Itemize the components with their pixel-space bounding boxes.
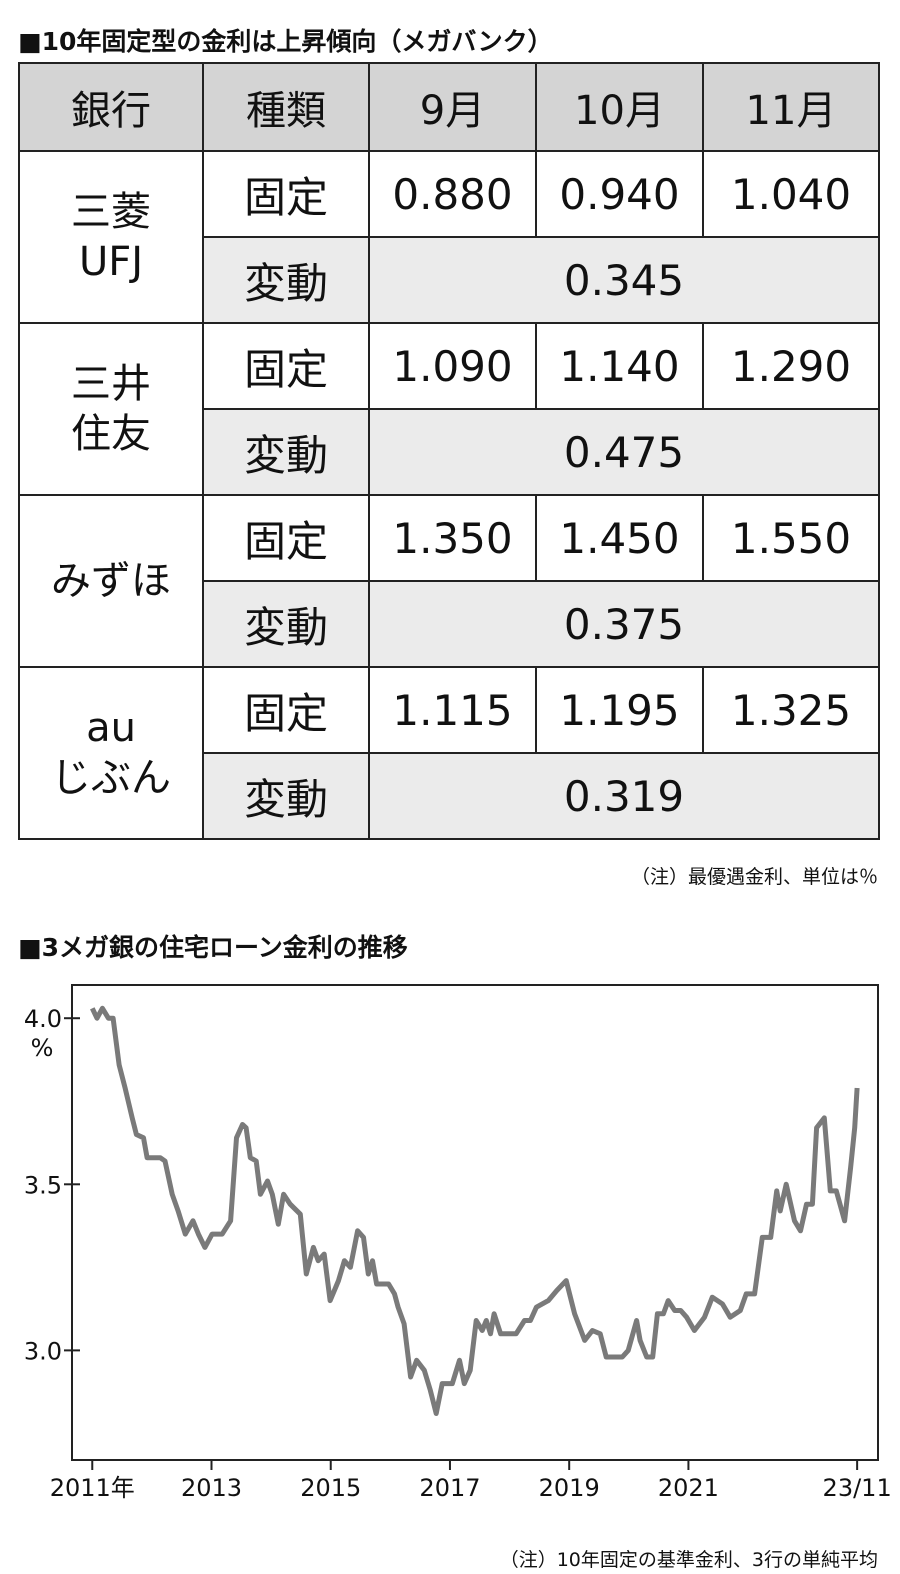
table-row: 変動 0.319: [19, 752, 880, 840]
rate-cell: 1.140: [535, 322, 704, 410]
y-unit: %: [31, 1034, 54, 1062]
type-cell: 変動: [202, 236, 370, 324]
bank-name: 住友: [71, 411, 151, 457]
rate-cell: 0.345: [368, 236, 880, 324]
x-tick-label: 2021: [658, 1474, 719, 1502]
type-cell: 固定: [202, 322, 370, 410]
rate-cell: 1.290: [702, 322, 880, 410]
rate-cell: 1.325: [702, 666, 880, 754]
table-title: ■10年固定型の金利は上昇傾向（メガバンク）: [18, 27, 553, 56]
rate-cell: 1.040: [702, 150, 880, 238]
table-row: au じぶん 固定 1.115 1.195 1.325: [18, 666, 880, 840]
bank-cell: みずほ: [18, 494, 204, 668]
table-row: 三菱 UFJ 固定 0.880 0.940 1.040: [18, 150, 880, 324]
y-tick-label: 4.0: [24, 1005, 62, 1033]
rate-cell: 0.475: [368, 408, 880, 496]
table-row: 変動 0.345: [19, 236, 880, 324]
type-cell: 固定: [202, 494, 370, 582]
rate-cell: 0.375: [368, 580, 880, 668]
bank-name: 三菱: [71, 189, 151, 235]
bank-name: UFJ: [78, 239, 144, 285]
x-tick-label: 2019: [539, 1474, 600, 1502]
type-cell: 固定: [202, 666, 370, 754]
x-tick-label: 2015: [300, 1474, 361, 1502]
rate-cell: 1.550: [702, 494, 880, 582]
plot-frame: [71, 984, 879, 1461]
rate-cell: 1.450: [535, 494, 704, 582]
rate-cell: 1.115: [368, 666, 537, 754]
line-series: [90, 1005, 860, 1416]
type-cell: 変動: [202, 408, 370, 496]
rate-cell: 1.195: [535, 666, 704, 754]
bank-cell: au じぶん: [18, 666, 204, 840]
type-cell: 変動: [202, 580, 370, 668]
x-tick-label: 2013: [181, 1474, 242, 1502]
table-row: みずほ 固定 1.350 1.450 1.550: [18, 494, 880, 668]
bank-cell: 三菱 UFJ: [18, 150, 204, 324]
y-tick-label: 3.0: [24, 1337, 62, 1365]
header-row: 銀行 種類 9月 10月 11月: [18, 62, 880, 152]
rate-cell: 1.350: [368, 494, 537, 582]
bank-name: じぶん: [51, 755, 171, 801]
y-tick-label: 3.5: [24, 1171, 62, 1199]
rate-cell: 0.880: [368, 150, 537, 238]
x-tick-label: 2017: [419, 1474, 480, 1502]
rate-table: 銀行 種類 9月 10月 11月 三菱 UFJ 固定 0.880 0.940 1.040 変動 0.34…: [18, 62, 880, 840]
chart: 3.0 3.5 4.0% 2011年 2013 2015 2017 2019 2021 23/11: [24, 984, 892, 1502]
bank-name: 三井: [71, 361, 151, 407]
header-cell: 種類: [202, 62, 370, 152]
x-tick-label: 2011年: [50, 1474, 135, 1502]
rate-cell: 0.319: [368, 752, 880, 840]
chart-note: （注）10年固定の基準金利、3行の単純平均: [499, 1549, 878, 1571]
bank-name: みずほ: [51, 558, 171, 604]
table-row: 変動 0.375: [19, 580, 880, 668]
bank-cell: 三井 住友: [18, 322, 204, 496]
type-cell: 変動: [202, 752, 370, 840]
table-row: 三井 住友 固定 1.090 1.140 1.290: [18, 322, 880, 496]
rate-cell: 0.940: [535, 150, 704, 238]
type-cell: 固定: [202, 150, 370, 238]
x-tick-label: 23/11: [823, 1474, 892, 1502]
header-cell: 11月: [702, 62, 880, 152]
header-cell: 9月: [368, 62, 537, 152]
header-cell: 銀行: [18, 62, 204, 152]
chart-title: ■3メガ銀の住宅ローン金利の推移: [18, 933, 408, 962]
header-cell: 10月: [535, 62, 704, 152]
rate-cell: 1.090: [368, 322, 537, 410]
table-note: （注）最優遇金利、単位は％: [630, 866, 878, 888]
bank-name: au: [86, 705, 136, 751]
table-row: 変動 0.475: [19, 408, 880, 496]
